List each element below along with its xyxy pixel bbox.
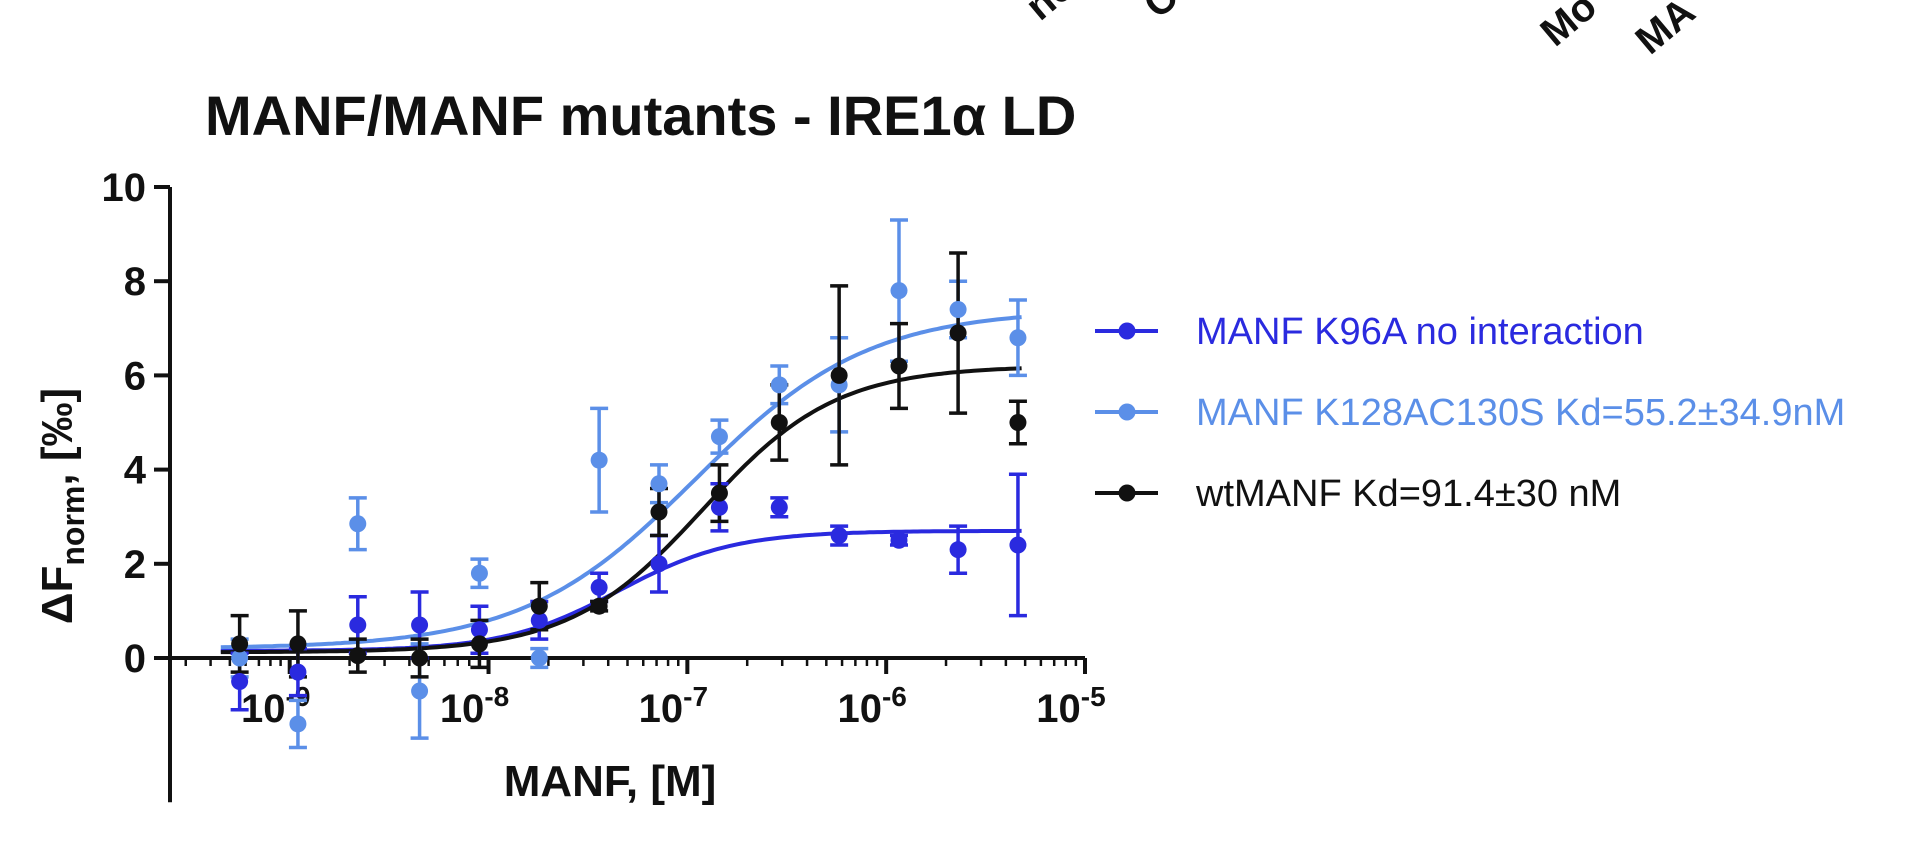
data-point-series-1 — [890, 531, 908, 549]
data-point-series-1 — [590, 578, 608, 596]
data-point-series-3 — [530, 597, 548, 615]
data-point-series-1 — [949, 541, 967, 559]
data-point-series-1 — [530, 611, 548, 629]
data-point-series-3 — [470, 635, 488, 653]
y-tick-label: 2 — [124, 543, 146, 587]
data-point-series-1 — [650, 555, 668, 573]
y-axis-label-unit: , [‰] — [33, 388, 82, 486]
cutoff-label-1: nc — [1018, 0, 1082, 29]
data-point-series-3 — [949, 324, 967, 342]
x-tick-label: 10-7 — [639, 681, 708, 731]
data-point-series-2 — [710, 428, 728, 446]
x-axis-label: MANF, [M] — [504, 757, 717, 806]
data-point-series-1 — [1009, 536, 1027, 554]
legend-label-3: wtMANF Kd=91.4±30 nM — [1195, 473, 1621, 515]
data-point-series-3 — [830, 366, 848, 384]
data-point-series-1 — [770, 498, 788, 516]
data-point-series-2 — [590, 451, 608, 469]
legend-marker-1 — [1118, 322, 1136, 340]
data-point-series-2 — [650, 475, 668, 493]
y-tick-label: 8 — [124, 260, 146, 304]
data-point-series-3 — [890, 357, 908, 375]
data-point-series-3 — [349, 647, 367, 665]
data-point-series-3 — [770, 414, 788, 431]
data-point-series-2 — [411, 682, 429, 700]
data-point-series-1 — [830, 527, 848, 545]
data-point-series-2 — [470, 564, 488, 582]
data-point-series-1 — [349, 616, 367, 634]
cutoff-label-2: C — [1136, 0, 1186, 27]
data-point-series-1 — [231, 673, 249, 691]
y-tick-label: 4 — [124, 449, 147, 493]
data-point-series-2 — [289, 715, 307, 733]
data-point-series-3 — [650, 503, 668, 521]
fit-curve-series-3 — [220, 366, 1022, 655]
data-point-series-2 — [890, 282, 908, 300]
data-point-series-2 — [530, 649, 548, 667]
data-point-series-3 — [231, 635, 249, 653]
top-cutoff-labels: nc C Mo MA — [1018, 0, 1704, 63]
x-tick-label: 10-5 — [1036, 681, 1105, 731]
legend-marker-3 — [1118, 484, 1136, 502]
data-point-series-1 — [411, 616, 429, 634]
legend-label-1: MANF K96A no interaction — [1196, 311, 1644, 353]
y-axis-label: ΔFnorm, [‰] — [33, 388, 91, 624]
data-point-series-2 — [949, 300, 967, 318]
y-tick-label: 6 — [124, 354, 146, 398]
data-point-series-2 — [770, 376, 788, 394]
error-bars — [230, 218, 1027, 750]
cutoff-label-4: MA — [1628, 0, 1704, 63]
fit-curve-series-2 — [220, 315, 1022, 650]
data-point-series-3 — [1009, 414, 1027, 431]
cutoff-label-3: Mo — [1533, 0, 1606, 55]
data-points — [231, 282, 1027, 733]
legend-marker-2 — [1118, 403, 1136, 421]
y-axis-label-subscript: norm — [55, 486, 91, 566]
data-point-series-1 — [470, 621, 488, 639]
legend: MANF K96A no interaction MANF K128AC130S … — [1095, 311, 1845, 515]
x-tick-label: 10-8 — [440, 681, 509, 731]
data-point-series-1 — [289, 663, 307, 681]
data-point-series-2 — [1009, 329, 1027, 347]
chart-title: MANF/MANF mutants - IRE1α LD — [205, 84, 1076, 147]
data-point-series-3 — [289, 635, 307, 653]
y-tick-label: 0 — [124, 637, 146, 681]
legend-label-2: MANF K128AC130S Kd=55.2±34.9nM — [1196, 392, 1845, 434]
data-point-series-3 — [710, 484, 728, 502]
y-tick-label: 10 — [102, 166, 147, 210]
data-point-series-2 — [349, 515, 367, 533]
x-tick-label: 10-6 — [837, 681, 906, 731]
y-axis-label-main: ΔF — [33, 566, 82, 625]
data-point-series-3 — [590, 597, 608, 615]
data-point-series-3 — [411, 649, 429, 667]
data-point-series-1 — [710, 498, 728, 516]
data-point-series-2 — [231, 649, 249, 667]
